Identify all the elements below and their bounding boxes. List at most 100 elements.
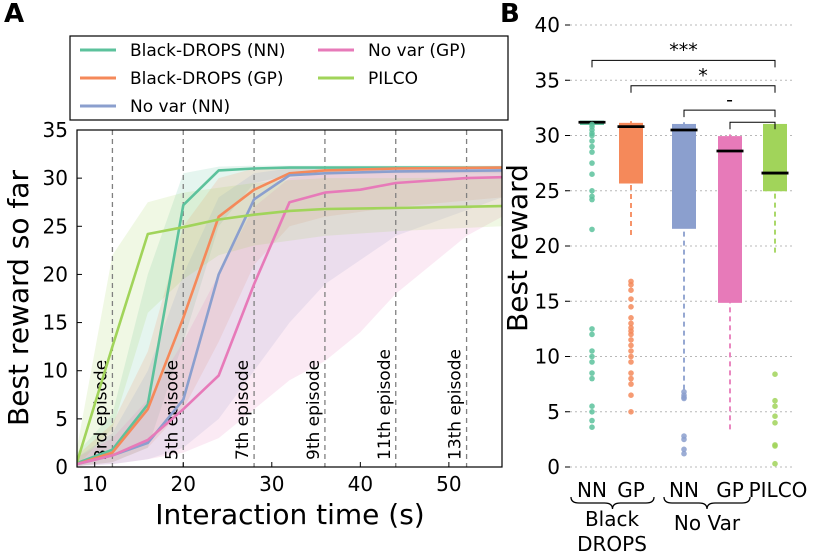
outlier-point: [589, 196, 595, 203]
outlier-point: [681, 395, 687, 402]
significance-bracket-4: [729, 121, 776, 130]
b-y-tick-label-25: 25: [535, 179, 560, 203]
outlier-point: [589, 353, 595, 360]
panel-a-x-axis-title: Interaction time (s): [155, 498, 424, 531]
outlier-point: [589, 149, 595, 155]
outlier-point: [681, 446, 687, 453]
episode-label-28: 7th episode: [233, 360, 253, 460]
series-line-no-var-nn: [77, 169, 502, 466]
legend-label-black-drops-nn: Black-DROPS (NN): [130, 41, 286, 61]
group-brace-no-var: [663, 496, 751, 510]
panel-b-label: B: [500, 0, 520, 29]
group-label-black: Black: [585, 507, 640, 531]
outlier-point: [589, 188, 595, 194]
outlier-point: [628, 409, 634, 415]
outlier-point: [772, 371, 778, 378]
outlier-point: [628, 337, 634, 343]
outlier-point: [589, 403, 595, 410]
box-group-3: [670, 122, 698, 457]
box-iqr: [718, 136, 742, 303]
outlier-point: [681, 436, 687, 443]
episode-label-20: 5th episode: [162, 360, 182, 460]
outlier-point: [628, 353, 634, 360]
significance-label-3: -: [726, 89, 733, 111]
x-tick-label-10: 10: [82, 472, 107, 496]
b-y-tick-label-15: 15: [535, 289, 560, 313]
outlier-point: [628, 296, 634, 302]
outlier-point: [628, 320, 634, 327]
outlier-point: [589, 143, 595, 150]
outlier-point: [628, 342, 634, 349]
outlier-point: [628, 348, 634, 354]
outlier-point: [628, 281, 634, 288]
y-tick-label-25: 25: [43, 214, 68, 238]
significance-bracket-2: [630, 85, 776, 93]
y-tick-label-10: 10: [43, 359, 68, 383]
outlier-point: [772, 420, 778, 426]
outlier-point: [589, 348, 595, 354]
outlier-point: [628, 392, 634, 399]
panel-b-y-axis-title: Best reward: [501, 164, 534, 332]
b-y-tick-label-35: 35: [535, 68, 560, 92]
b-y-tick-label-40: 40: [535, 13, 560, 37]
box-label-3: NN: [669, 478, 699, 502]
box-label-5: PILCO: [749, 478, 808, 502]
outlier-point: [589, 326, 595, 332]
outlier-point: [589, 359, 595, 365]
panel-a-label: A: [4, 0, 24, 29]
series-line-black-drops-nn: [77, 166, 502, 465]
y-tick-label-30: 30: [43, 166, 68, 190]
legend-box: [69, 35, 509, 121]
episode-label-12: 3rd episode: [91, 360, 111, 460]
outlier-point: [589, 370, 595, 376]
box-iqr: [619, 122, 643, 184]
legend-label-black-drops-gp: Black-DROPS (GP): [130, 69, 284, 89]
box-iqr: [672, 123, 696, 229]
outlier-point: [628, 304, 634, 310]
y-tick-label-35: 35: [43, 118, 68, 142]
significance-bracket-3: [683, 109, 776, 118]
group-label-no-var: No Var: [674, 511, 741, 535]
episode-label-36: 9th episode: [304, 360, 324, 460]
outlier-point: [628, 287, 634, 294]
series-line-black-drops-gp: [77, 166, 502, 466]
outlier-point: [681, 450, 687, 457]
outlier-point: [628, 381, 634, 387]
b-y-tick-label-10: 10: [535, 345, 560, 369]
box-group-2: [617, 121, 645, 415]
box-label-2: GP: [617, 478, 645, 502]
box-label-1: NN: [577, 478, 607, 502]
outlier-point: [589, 160, 595, 166]
box-group-1: [578, 120, 606, 431]
b-y-tick-label-30: 30: [535, 124, 560, 148]
outlier-point: [589, 171, 595, 177]
y-tick-label-20: 20: [43, 262, 68, 286]
outlier-point: [772, 413, 778, 420]
outlier-point: [772, 460, 778, 467]
outlier-point: [772, 403, 778, 410]
significance-label-1: ***: [669, 39, 698, 61]
y-tick-label-5: 5: [55, 407, 68, 431]
series-line-pilco: [77, 204, 502, 463]
outlier-point: [628, 375, 634, 382]
panel-a-y-axis-title: Best reward so far: [2, 170, 35, 426]
significance-bracket-1: [591, 59, 776, 68]
box-label-4: GP: [716, 478, 744, 502]
x-tick-label-20: 20: [171, 472, 196, 496]
box-group-5: [761, 123, 789, 467]
outlier-point: [589, 138, 595, 144]
b-y-tick-label-20: 20: [535, 234, 560, 258]
outlier-point: [589, 417, 595, 424]
x-tick-label-50: 50: [436, 472, 461, 496]
panel-a-frame: [76, 129, 503, 468]
outlier-point: [772, 443, 778, 449]
box-iqr: [763, 123, 787, 192]
episode-label-44: 11th episode: [375, 349, 395, 460]
episode-label-52: 13th episode: [446, 349, 466, 460]
panel-a-line-chart: 3rd episode 5th episode 7th episode 9th epi…: [2, 35, 509, 531]
x-tick-label-30: 30: [259, 472, 284, 496]
legend-label-no-var-gp: No var (GP): [368, 41, 466, 61]
outlier-point: [589, 132, 595, 139]
